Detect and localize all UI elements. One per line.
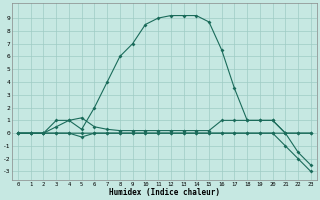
X-axis label: Humidex (Indice chaleur): Humidex (Indice chaleur) xyxy=(109,188,220,197)
